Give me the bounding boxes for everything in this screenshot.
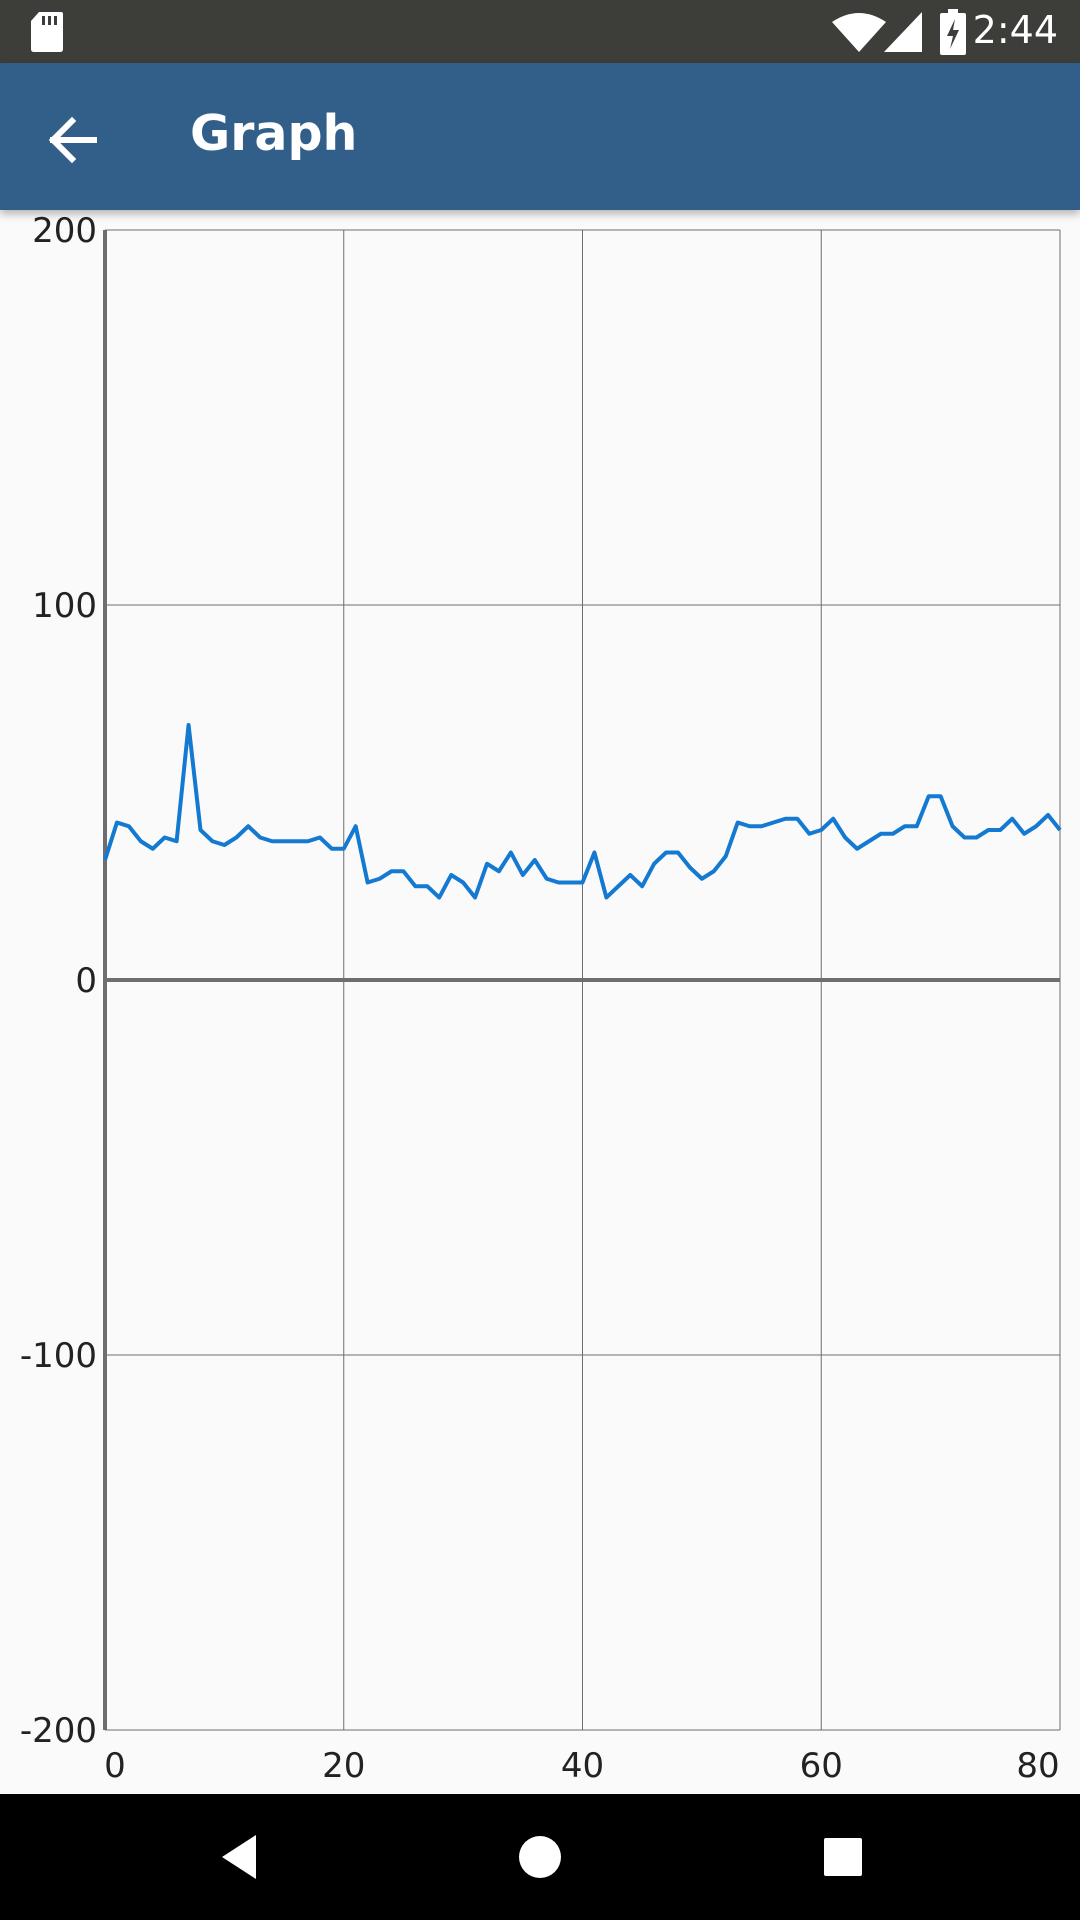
- chart-axes: [103, 230, 1060, 1730]
- status-bar: 2:44: [0, 0, 1080, 63]
- navigation-bar: [0, 1794, 1080, 1920]
- x-tick-label: 80: [1016, 1746, 1059, 1786]
- nav-recents-button[interactable]: [813, 1827, 873, 1887]
- recents-square-icon: [824, 1838, 862, 1876]
- nav-home-button[interactable]: [510, 1827, 570, 1887]
- y-tick-label: -200: [20, 1711, 97, 1751]
- x-tick-label: 40: [561, 1746, 604, 1786]
- clock-time: 2:44: [972, 8, 1058, 52]
- back-triangle-icon: [222, 1835, 256, 1879]
- series-line: [103, 723, 1062, 900]
- x-tick-label: 20: [322, 1746, 365, 1786]
- chart-series: [103, 723, 1062, 900]
- y-tick-label: 100: [32, 586, 97, 626]
- y-tick-label: 0: [75, 961, 97, 1001]
- y-tick-label: -100: [20, 1336, 97, 1376]
- signal-icon: [884, 12, 922, 52]
- page-title: Graph: [190, 105, 358, 162]
- x-tick-label: 0: [104, 1746, 126, 1786]
- app-bar: Graph: [0, 63, 1080, 210]
- back-button[interactable]: [38, 105, 108, 175]
- arrow-back-icon: [48, 116, 97, 164]
- sd-card-icon: [31, 12, 63, 52]
- wifi-icon: [832, 13, 886, 52]
- nav-back-button[interactable]: [210, 1827, 270, 1887]
- y-tick-label: 200: [32, 211, 97, 251]
- battery-charging-icon: [940, 9, 966, 55]
- x-tick-label: 60: [800, 1746, 843, 1786]
- home-circle-icon: [519, 1836, 561, 1878]
